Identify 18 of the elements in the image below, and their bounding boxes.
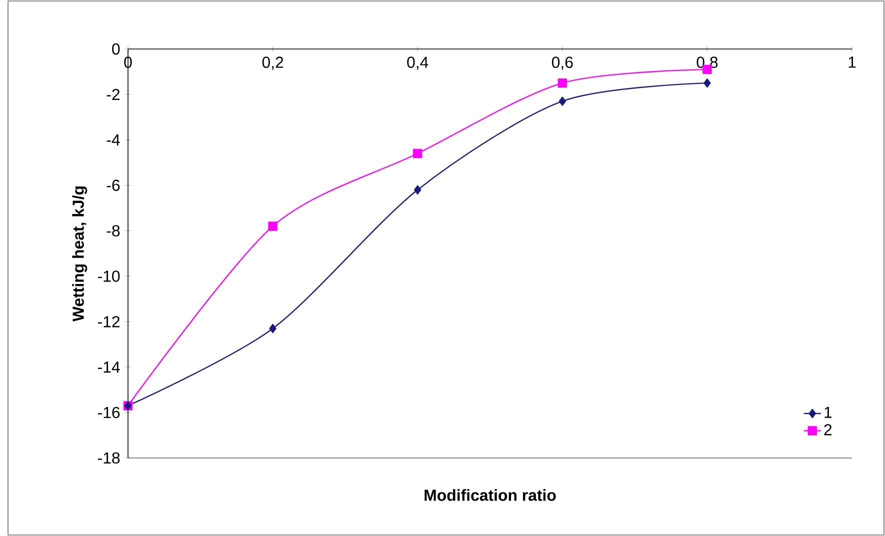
y-axis-title: Wetting heat, kJ/g: [72, 186, 88, 322]
y-tick-label: -14: [98, 362, 120, 373]
y-tick-label: -12: [98, 316, 120, 328]
y-tick-label: -2: [106, 88, 120, 100]
y-tick-label: 0: [112, 43, 120, 55]
legend-label: 1: [824, 406, 832, 418]
y-tick-label: -8: [106, 225, 120, 236]
y-tick-label: -16: [98, 406, 120, 418]
x-tick-label: 0,2: [262, 56, 284, 70]
legend-label: 2: [824, 424, 832, 436]
x-tick-label: 0,4: [407, 56, 428, 70]
x-tick-label: 0,6: [552, 56, 573, 70]
y-tick-label: -6: [106, 180, 120, 191]
y-tick-label: -10: [98, 270, 120, 282]
y-tick-label: -18: [98, 452, 120, 464]
x-tick-label: 1: [848, 56, 856, 68]
y-tick-label: -4: [106, 134, 120, 146]
x-axis-title: Modification ratio: [424, 489, 556, 501]
